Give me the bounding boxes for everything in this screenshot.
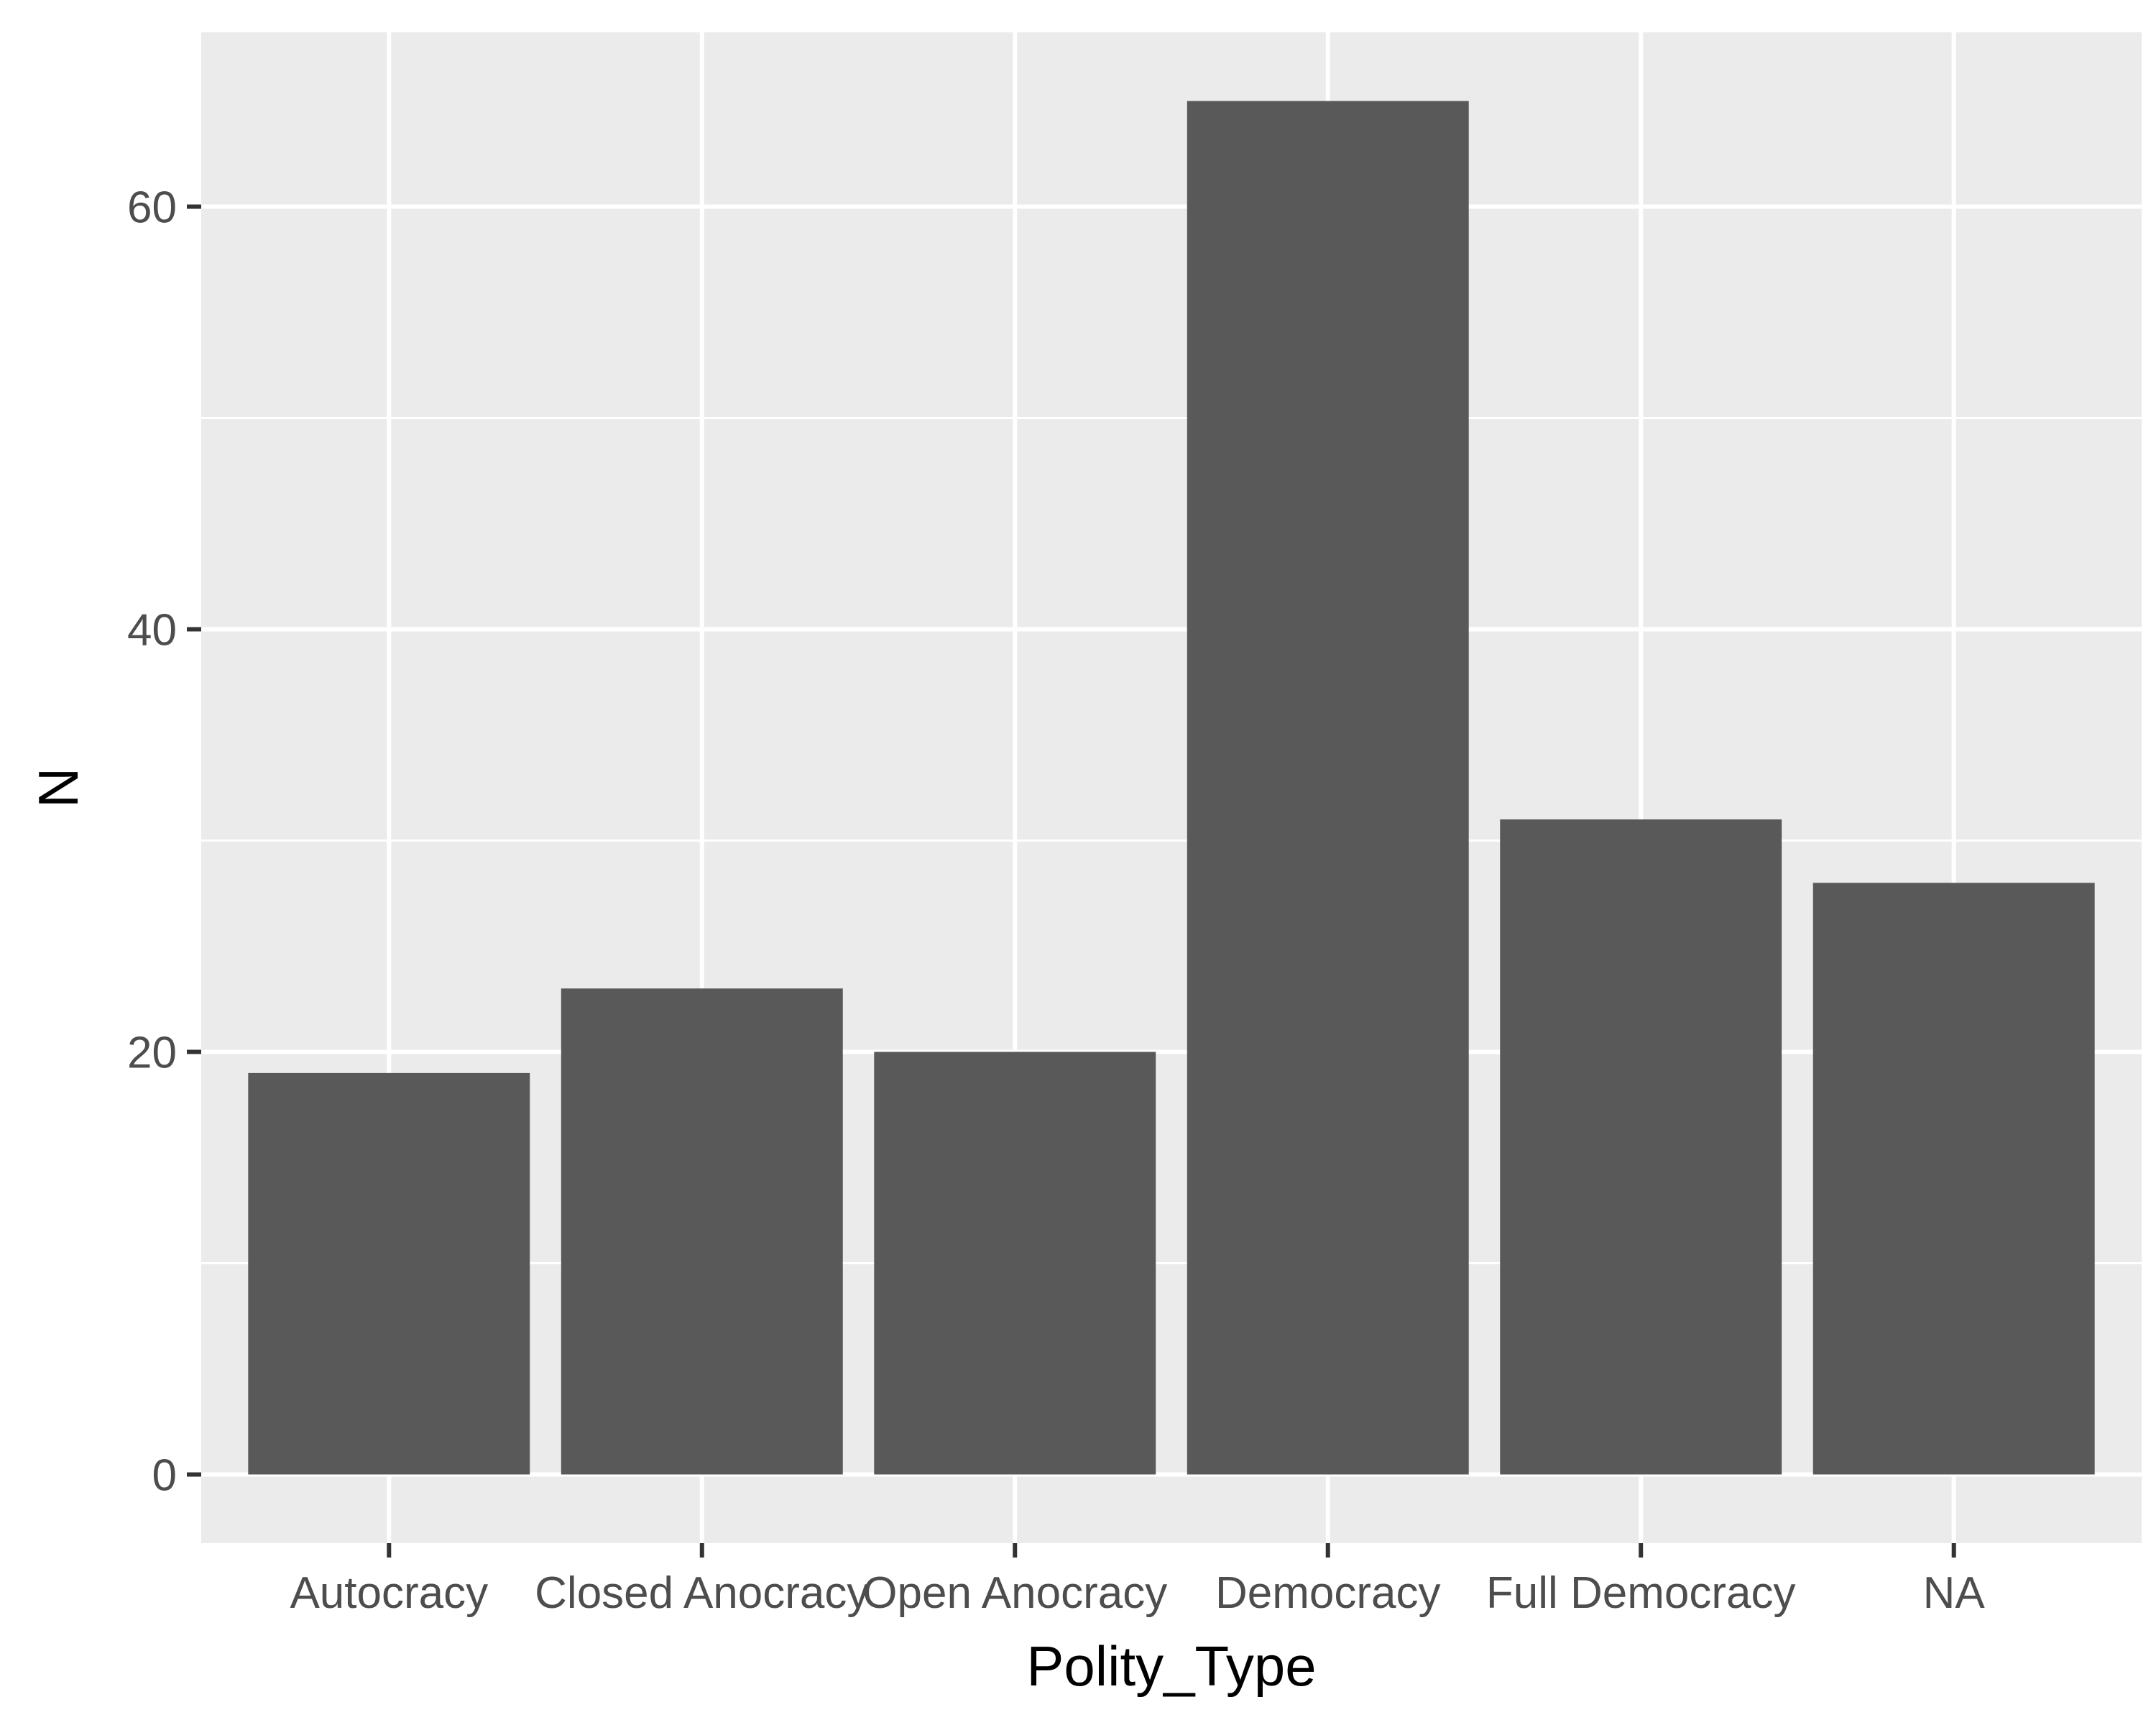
x-tick-label: Autocracy [290,1568,488,1618]
bars [248,101,2095,1475]
bar-democracy [1187,101,1469,1475]
x-tick-label: Open Anocracy [862,1568,1167,1618]
x-tick-label: NA [1923,1568,1986,1618]
x-axis-title: Polity_Type [1026,1634,1316,1698]
bar-closed-anocracy [561,988,843,1475]
x-tick-label: Full Democracy [1486,1568,1796,1618]
bar-autocracy [248,1072,530,1475]
y-axis-title: N [27,768,90,808]
bar-open-anocracy [874,1052,1156,1475]
y-tick-label: 40 [127,606,177,656]
y-tick-label: 20 [127,1028,177,1077]
x-tick-label: Closed Anocracy [535,1568,869,1618]
y-axis: 0 20 40 60 [127,183,201,1500]
bar-na [1812,883,2095,1475]
y-tick-label: 60 [127,183,177,233]
bar-full-democracy [1500,819,1782,1475]
x-tick-label: Democracy [1215,1568,1441,1618]
y-tick-label: 0 [152,1450,177,1500]
